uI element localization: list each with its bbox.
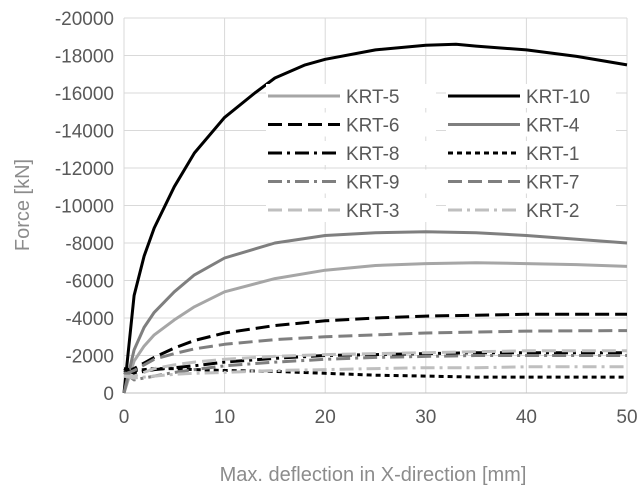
series-line-krt-4 xyxy=(122,230,628,394)
legend-label-krt-6: KRT-6 xyxy=(346,116,400,137)
y-tick-label: -4000 xyxy=(65,309,114,330)
series-lines xyxy=(122,42,628,394)
legend-entry-background xyxy=(446,141,616,165)
y-tick-label: -12000 xyxy=(55,159,114,180)
series-line-krt-2 xyxy=(123,365,627,380)
legend-entry-background xyxy=(266,141,436,165)
y-tick-label: -10000 xyxy=(55,197,114,218)
legend-label-krt-1: KRT-1 xyxy=(526,144,580,165)
y-tick-label: -6000 xyxy=(65,272,114,293)
y-axis-title: Force [kN] xyxy=(12,159,34,251)
series-line-krt-9 xyxy=(123,354,627,382)
legend-entry-background xyxy=(266,169,436,194)
x-tick-label: 0 xyxy=(119,407,130,428)
legend-label-krt-5: KRT-5 xyxy=(346,87,400,108)
legend-label-krt-3: KRT-3 xyxy=(346,201,400,222)
series-line-krt-5 xyxy=(122,261,628,394)
legend-label-krt-7: KRT-7 xyxy=(526,173,580,194)
series-line-krt-3 xyxy=(124,349,627,378)
x-tick-label: 50 xyxy=(616,407,637,428)
y-tick-label: 0 xyxy=(103,384,114,405)
y-tick-label: -20000 xyxy=(55,9,114,30)
x-axis-title: Max. deflection in X-direction [mm] xyxy=(220,464,527,486)
legend-label-krt-10: KRT-10 xyxy=(526,87,590,108)
legend-label-krt-8: KRT-8 xyxy=(346,144,400,165)
series-line-krt-7 xyxy=(123,329,628,376)
y-tick-label: -16000 xyxy=(55,84,114,105)
y-tick-label: -18000 xyxy=(55,47,114,68)
x-tick-label: 40 xyxy=(516,407,537,428)
y-tick-label: -14000 xyxy=(55,122,114,143)
legend: KRT-5 KRT-10 KRT-6 KRT-4 KRT-8 KRT-1 KRT-9 KRT-… xyxy=(266,84,616,222)
legend-label-krt-4: KRT-4 xyxy=(526,116,580,137)
series-line-krt-6 xyxy=(123,312,627,374)
x-tick-label: 20 xyxy=(315,407,336,428)
legend-label-krt-2: KRT-2 xyxy=(526,201,580,222)
series-line-krt-8 xyxy=(123,351,627,375)
legend-entry-background xyxy=(446,198,616,222)
legend-label-krt-9: KRT-9 xyxy=(346,173,400,194)
x-tick-label: 10 xyxy=(214,407,235,428)
y-tick-label: -8000 xyxy=(65,234,114,255)
series-line-krt-10 xyxy=(122,42,628,394)
tick-labels: 0 -2000 -4000 -6000 -8000 -10000 -12000 -14000 -… xyxy=(55,9,638,428)
y-tick-label: -2000 xyxy=(65,347,114,368)
x-tick-label: 30 xyxy=(415,407,436,428)
